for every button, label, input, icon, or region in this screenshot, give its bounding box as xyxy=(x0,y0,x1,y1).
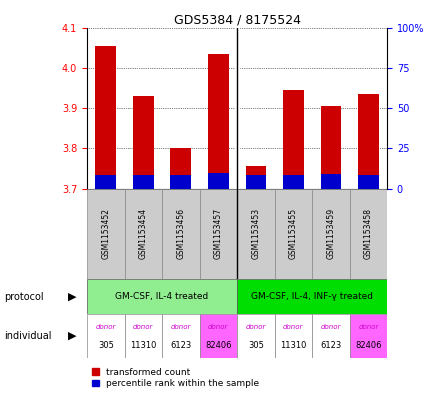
Bar xyxy=(349,314,386,358)
Text: donor: donor xyxy=(95,323,116,329)
Bar xyxy=(245,174,266,189)
Title: GDS5384 / 8175524: GDS5384 / 8175524 xyxy=(173,13,300,26)
Bar xyxy=(87,189,124,279)
Bar xyxy=(320,106,340,189)
Text: donor: donor xyxy=(283,323,303,329)
Text: ▶: ▶ xyxy=(67,331,76,341)
Bar xyxy=(124,314,161,358)
Bar xyxy=(133,96,153,189)
Text: 6123: 6123 xyxy=(319,341,341,350)
Text: 305: 305 xyxy=(247,341,263,350)
Bar xyxy=(349,189,386,279)
Text: 82406: 82406 xyxy=(204,341,231,350)
Text: GSM1153458: GSM1153458 xyxy=(363,208,372,259)
Text: protocol: protocol xyxy=(4,292,44,302)
Bar xyxy=(87,314,124,358)
Text: donor: donor xyxy=(133,323,153,329)
Bar xyxy=(235,28,238,189)
Text: donor: donor xyxy=(170,323,191,329)
Text: GSM1153456: GSM1153456 xyxy=(176,208,185,259)
Bar xyxy=(170,149,191,189)
Bar xyxy=(207,173,228,189)
Legend: transformed count, percentile rank within the sample: transformed count, percentile rank withi… xyxy=(91,368,259,389)
Bar xyxy=(283,90,303,189)
Text: 11310: 11310 xyxy=(130,341,156,350)
Text: GSM1153457: GSM1153457 xyxy=(214,208,222,259)
Text: GM-CSF, IL-4, INF-γ treated: GM-CSF, IL-4, INF-γ treated xyxy=(250,292,372,301)
Text: GSM1153454: GSM1153454 xyxy=(138,208,148,259)
Bar xyxy=(237,279,386,314)
Text: individual: individual xyxy=(4,331,52,341)
Bar xyxy=(95,174,116,189)
Bar xyxy=(357,174,378,189)
Bar xyxy=(199,314,237,358)
Bar xyxy=(133,174,153,189)
Bar xyxy=(170,174,191,189)
Bar xyxy=(312,189,349,279)
Bar xyxy=(274,314,312,358)
Text: 6123: 6123 xyxy=(170,341,191,350)
Bar xyxy=(237,189,274,279)
Bar xyxy=(274,189,312,279)
Bar xyxy=(95,46,116,189)
Text: 305: 305 xyxy=(98,341,113,350)
Bar xyxy=(320,174,340,189)
Text: GSM1153455: GSM1153455 xyxy=(288,208,297,259)
Bar xyxy=(357,94,378,189)
Bar xyxy=(87,279,237,314)
Bar xyxy=(207,54,228,189)
Bar xyxy=(161,314,199,358)
Text: ▶: ▶ xyxy=(67,292,76,302)
Text: 82406: 82406 xyxy=(354,341,381,350)
Bar xyxy=(245,167,266,189)
Text: donor: donor xyxy=(207,323,228,329)
Bar xyxy=(312,314,349,358)
Text: GSM1153459: GSM1153459 xyxy=(326,208,335,259)
Bar xyxy=(161,189,199,279)
Text: GSM1153453: GSM1153453 xyxy=(251,208,260,259)
Bar xyxy=(283,174,303,189)
Text: donor: donor xyxy=(320,323,340,329)
Bar xyxy=(199,189,237,279)
Text: donor: donor xyxy=(357,323,378,329)
Text: GSM1153452: GSM1153452 xyxy=(101,208,110,259)
Bar xyxy=(237,314,274,358)
Bar xyxy=(124,189,161,279)
Text: 11310: 11310 xyxy=(279,341,306,350)
Text: GM-CSF, IL-4 treated: GM-CSF, IL-4 treated xyxy=(115,292,208,301)
Text: donor: donor xyxy=(245,323,266,329)
